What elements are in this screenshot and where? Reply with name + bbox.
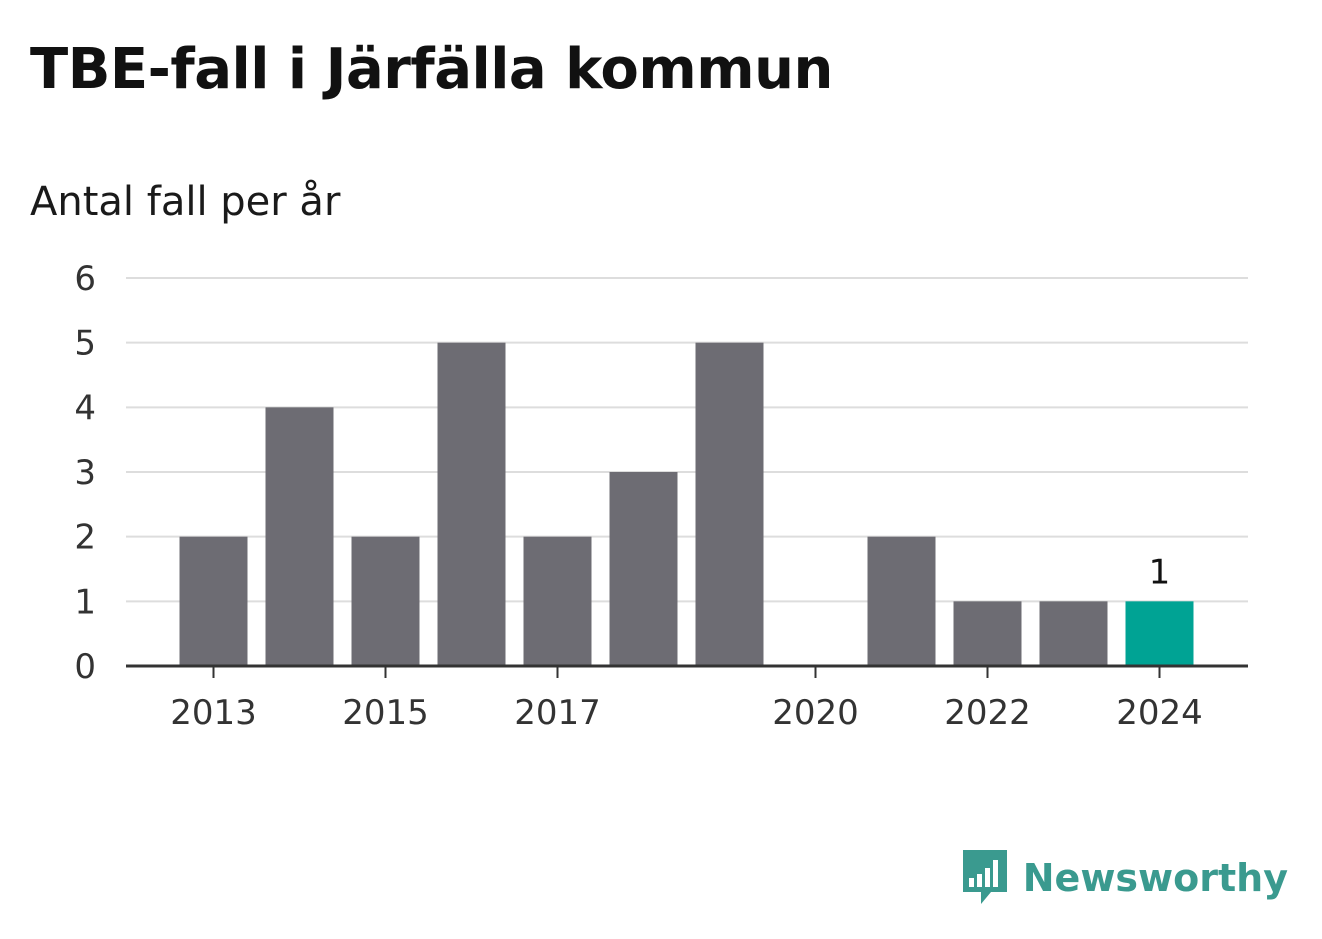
bars <box>179 342 1194 666</box>
y-tick-label: 0 <box>74 647 96 687</box>
bar-2017 <box>523 536 592 666</box>
data-label: 1 <box>1149 552 1171 592</box>
bar-2014 <box>265 407 334 666</box>
bar-2024 <box>1125 601 1194 666</box>
bar-2016 <box>437 342 506 666</box>
bar-2022 <box>953 601 1022 666</box>
x-tick-label: 2013 <box>170 693 257 733</box>
x-tick-label: 2017 <box>514 693 601 733</box>
bar-2015 <box>351 536 420 666</box>
chart-speech-bubble-icon <box>962 850 1007 904</box>
y-tick-label: 2 <box>74 518 96 558</box>
x-tick-label: 2020 <box>772 693 859 733</box>
bar-2023 <box>1039 601 1108 666</box>
bar-2021 <box>867 536 936 666</box>
brand-name: Newsworthy <box>1022 856 1288 900</box>
y-tick-label: 3 <box>74 453 96 493</box>
y-axis-ticks: 0 1 2 3 4 5 6 <box>74 259 96 687</box>
brand-logo-block: Newsworthy <box>959 846 1288 910</box>
y-tick-label: 4 <box>74 388 96 428</box>
y-tick-label: 6 <box>74 259 96 299</box>
x-tick-label: 2022 <box>944 693 1031 733</box>
x-tick-label: 2024 <box>1116 693 1203 733</box>
chart-subtitle: Antal fall per år <box>30 179 341 225</box>
bar-2018 <box>609 472 678 666</box>
y-tick-label: 5 <box>74 324 96 364</box>
data-labels: 1 <box>1149 552 1171 592</box>
chart-title: TBE-fall i Järfälla kommun <box>30 37 833 102</box>
y-tick-label: 1 <box>74 582 96 622</box>
x-axis-ticks: 2013 2015 2017 2020 2022 2024 <box>170 666 1203 733</box>
bar-2013 <box>179 536 248 666</box>
bar-chart: 0 1 2 3 4 5 6 2013 2015 2017 2020 2022 2024 1 <box>74 259 1248 733</box>
bar-2019 <box>695 342 764 666</box>
x-tick-label: 2015 <box>342 693 429 733</box>
